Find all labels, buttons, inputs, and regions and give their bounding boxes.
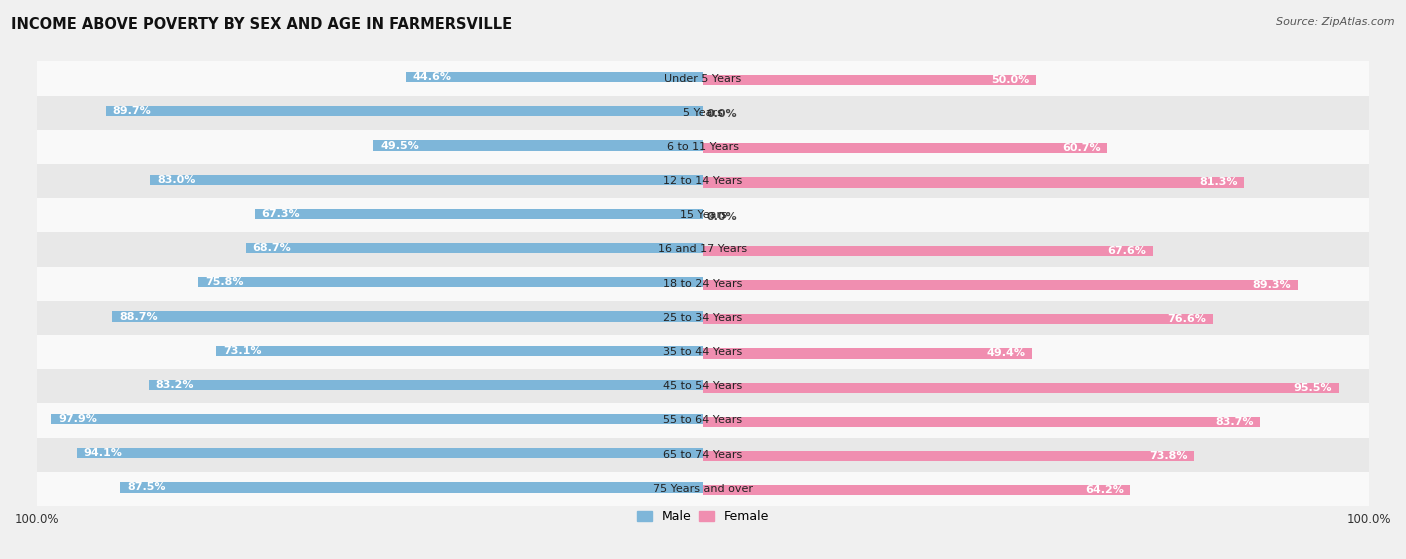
- Bar: [37, 96, 1369, 130]
- Bar: [198, 277, 703, 287]
- Text: 49.4%: 49.4%: [986, 348, 1025, 358]
- Bar: [37, 130, 1369, 164]
- Text: 44.6%: 44.6%: [413, 72, 451, 82]
- Bar: [246, 243, 703, 253]
- Bar: [37, 61, 1369, 96]
- Bar: [37, 301, 1369, 335]
- Bar: [703, 485, 1130, 495]
- Bar: [703, 416, 1260, 427]
- Text: 55 to 64 Years: 55 to 64 Years: [664, 415, 742, 425]
- Bar: [703, 177, 1244, 188]
- Bar: [703, 451, 1194, 461]
- Bar: [37, 369, 1369, 404]
- Bar: [150, 174, 703, 185]
- Text: 94.1%: 94.1%: [83, 448, 122, 458]
- Text: Source: ZipAtlas.com: Source: ZipAtlas.com: [1277, 17, 1395, 27]
- Bar: [254, 209, 703, 219]
- Bar: [37, 267, 1369, 301]
- Text: 5 Years: 5 Years: [683, 108, 723, 118]
- Text: 95.5%: 95.5%: [1294, 382, 1331, 392]
- Text: 64.2%: 64.2%: [1085, 485, 1123, 495]
- Text: 25 to 34 Years: 25 to 34 Years: [664, 313, 742, 323]
- Text: 35 to 44 Years: 35 to 44 Years: [664, 347, 742, 357]
- Text: 83.7%: 83.7%: [1215, 417, 1254, 427]
- Bar: [703, 348, 1032, 358]
- Text: 60.7%: 60.7%: [1062, 143, 1101, 153]
- Text: 68.7%: 68.7%: [252, 243, 291, 253]
- Bar: [703, 143, 1107, 153]
- Text: 88.7%: 88.7%: [120, 311, 157, 321]
- Text: 89.7%: 89.7%: [112, 106, 152, 116]
- Bar: [51, 414, 703, 424]
- Text: 73.1%: 73.1%: [224, 345, 262, 356]
- Text: 97.9%: 97.9%: [58, 414, 97, 424]
- Bar: [149, 380, 703, 390]
- Text: 67.6%: 67.6%: [1108, 246, 1146, 256]
- Text: 75.8%: 75.8%: [205, 277, 243, 287]
- Bar: [703, 382, 1339, 393]
- Bar: [105, 106, 703, 116]
- Bar: [37, 164, 1369, 198]
- Text: 0.0%: 0.0%: [706, 109, 737, 119]
- Bar: [703, 246, 1153, 256]
- Bar: [703, 314, 1213, 324]
- Text: 76.6%: 76.6%: [1167, 314, 1206, 324]
- Text: 83.2%: 83.2%: [156, 380, 194, 390]
- Bar: [37, 472, 1369, 506]
- Bar: [703, 280, 1298, 290]
- Text: 75 Years and over: 75 Years and over: [652, 484, 754, 494]
- Bar: [37, 335, 1369, 369]
- Text: 87.5%: 87.5%: [127, 482, 166, 492]
- Text: Under 5 Years: Under 5 Years: [665, 74, 741, 83]
- Text: 67.3%: 67.3%: [262, 209, 301, 219]
- Text: 83.0%: 83.0%: [157, 175, 195, 184]
- Legend: Male, Female: Male, Female: [631, 505, 775, 528]
- Text: 49.5%: 49.5%: [380, 140, 419, 150]
- Bar: [37, 438, 1369, 472]
- Bar: [703, 75, 1036, 85]
- Text: 15 Years: 15 Years: [679, 210, 727, 220]
- Text: 65 to 74 Years: 65 to 74 Years: [664, 449, 742, 459]
- Text: 50.0%: 50.0%: [991, 75, 1029, 85]
- Bar: [217, 345, 703, 356]
- Bar: [121, 482, 703, 492]
- Text: 81.3%: 81.3%: [1199, 177, 1237, 187]
- Text: 16 and 17 Years: 16 and 17 Years: [658, 244, 748, 254]
- Text: 12 to 14 Years: 12 to 14 Years: [664, 176, 742, 186]
- Text: 6 to 11 Years: 6 to 11 Years: [666, 142, 740, 152]
- Bar: [37, 198, 1369, 233]
- Bar: [406, 72, 703, 82]
- Bar: [374, 140, 703, 151]
- Text: INCOME ABOVE POVERTY BY SEX AND AGE IN FARMERSVILLE: INCOME ABOVE POVERTY BY SEX AND AGE IN F…: [11, 17, 512, 32]
- Bar: [76, 448, 703, 458]
- Text: 73.8%: 73.8%: [1149, 451, 1188, 461]
- Text: 18 to 24 Years: 18 to 24 Years: [664, 279, 742, 288]
- Text: 0.0%: 0.0%: [706, 212, 737, 222]
- Bar: [112, 311, 703, 321]
- Bar: [37, 404, 1369, 438]
- Text: 89.3%: 89.3%: [1253, 280, 1291, 290]
- Bar: [37, 233, 1369, 267]
- Text: 45 to 54 Years: 45 to 54 Years: [664, 381, 742, 391]
